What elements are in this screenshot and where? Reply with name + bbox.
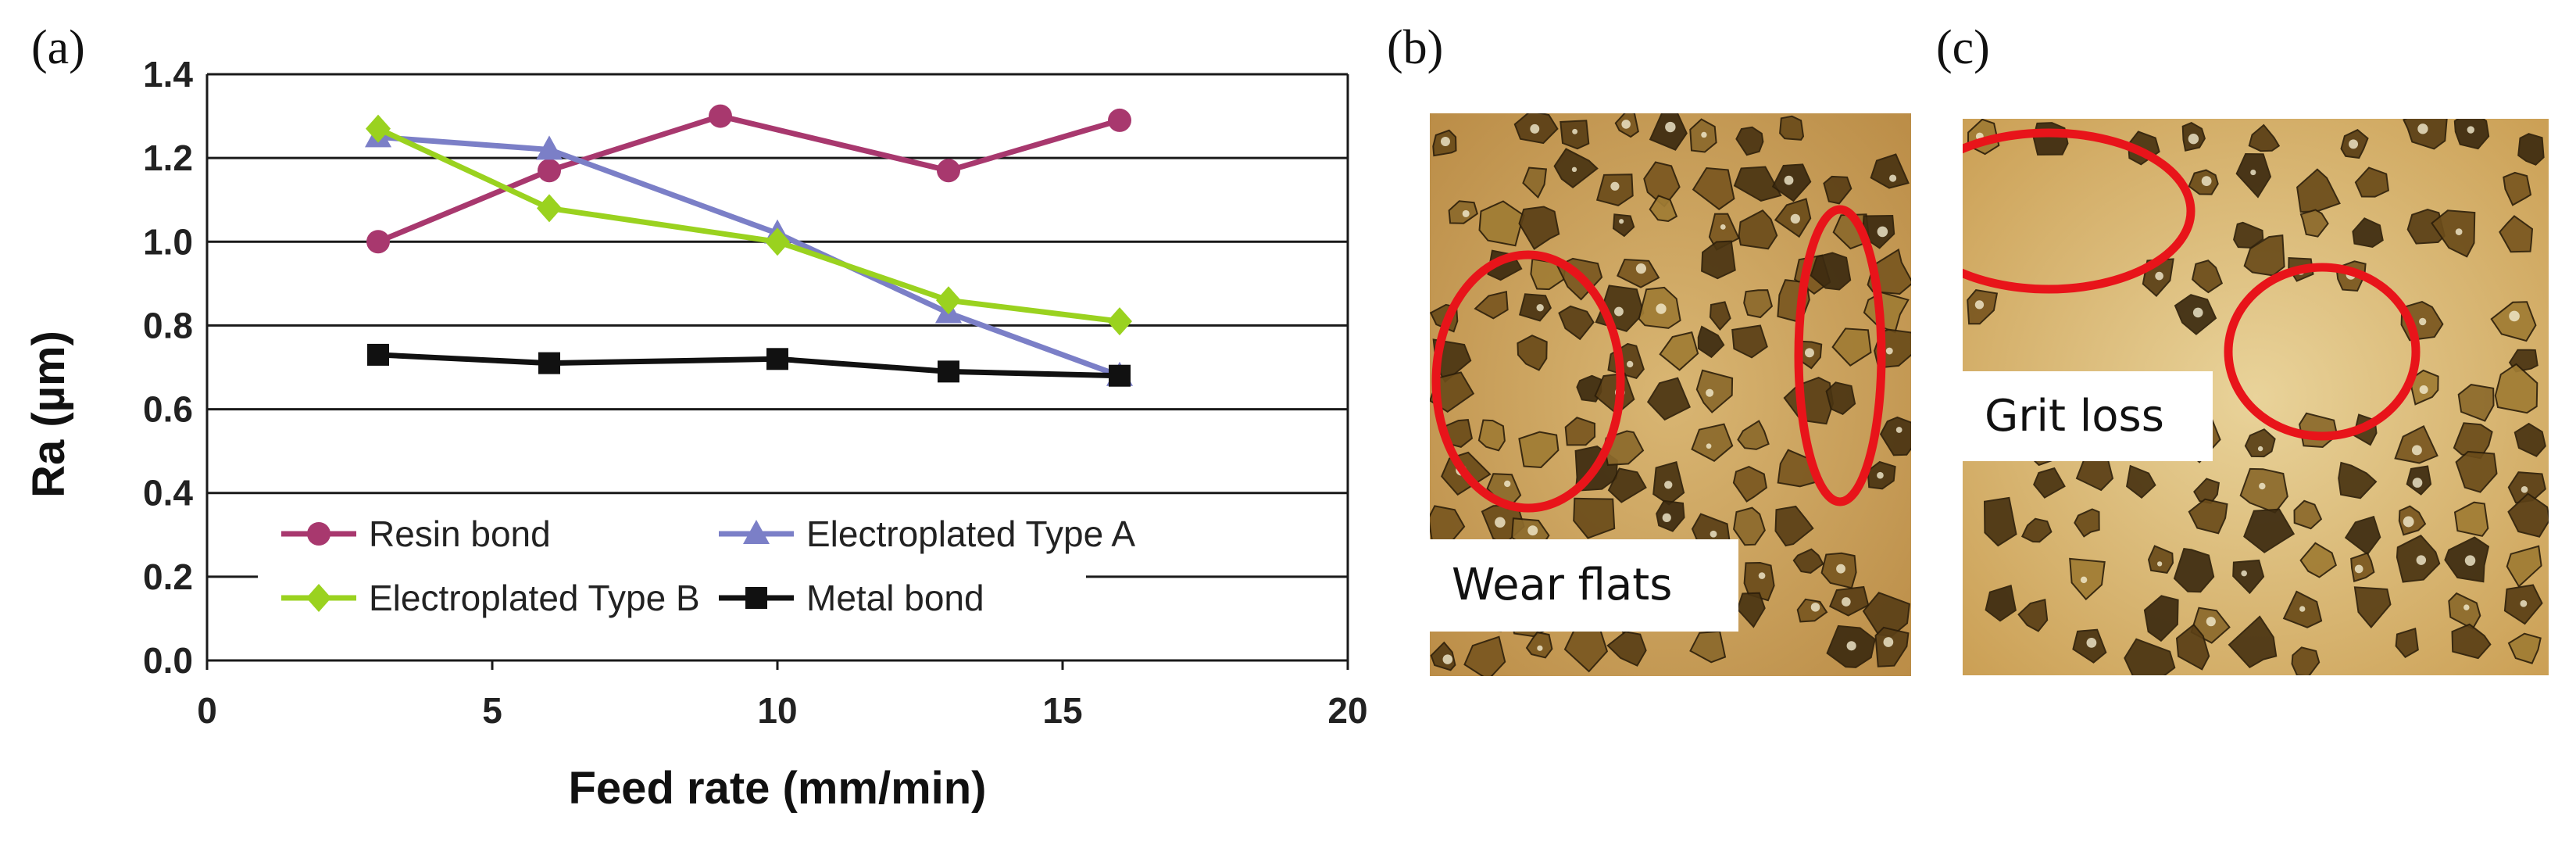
abrasive-grains (1967, 119, 2549, 675)
panel-label-c: (c) (1936, 21, 1990, 74)
data-point (1109, 364, 1131, 387)
caption-grit-loss: Grit loss (1961, 371, 2213, 461)
y-tick-label: 0.6 (143, 389, 193, 430)
series-0 (366, 104, 1131, 254)
data-point (936, 286, 961, 315)
x-tick-label: 0 (197, 690, 217, 731)
chart-series (365, 104, 1133, 387)
data-point (766, 348, 788, 370)
data-point (1107, 307, 1132, 336)
caption-wear-flats: Wear flats (1428, 539, 1738, 632)
data-point (937, 159, 960, 183)
wear-flat-highlight-left (1431, 250, 1625, 513)
chart-tick-labels: 0.0 0.2 0.4 0.6 0.8 1.0 1.2 1.4 0 5 10 15 20 (143, 54, 1368, 731)
x-tick-label: 20 (1327, 690, 1367, 731)
y-tick-label: 1.4 (143, 54, 193, 95)
data-point (538, 352, 560, 374)
legend-swatch-marker (307, 522, 330, 546)
panel-label-a: (a) (31, 21, 85, 74)
legend-swatch-marker (745, 587, 767, 609)
data-point (366, 230, 390, 254)
chart-frame (205, 74, 1349, 670)
x-axis-label: Feed rate (mm/min) (569, 763, 987, 814)
y-tick-label: 0.2 (143, 556, 193, 597)
grit-loss-highlight-top (1963, 128, 2195, 294)
panel-label-b: (b) (1387, 21, 1444, 74)
data-point (367, 343, 389, 366)
legend-box (258, 496, 1086, 633)
wear-flat-highlight-right (1794, 205, 1886, 506)
data-point (938, 360, 959, 383)
data-point (709, 104, 732, 128)
legend-label: Electroplated Type A (806, 514, 1135, 554)
x-tick-label: 10 (757, 690, 797, 731)
legend-entry: Electroplated Type A (719, 514, 1135, 554)
series-3 (367, 343, 1131, 387)
data-point (765, 227, 790, 256)
legend-label: Metal bond (806, 578, 984, 618)
data-point (366, 114, 391, 143)
series-line (377, 134, 1121, 379)
data-point (538, 159, 561, 183)
series-1 (365, 123, 1133, 386)
series-2 (366, 114, 1132, 336)
data-point (1108, 108, 1131, 132)
grit-loss-highlight-right (2224, 263, 2421, 441)
chart-legend: Resin bond Electroplated Type A Electropla… (281, 514, 1135, 618)
y-tick-label: 1.2 (143, 138, 193, 178)
legend-entry: Metal bond (719, 578, 984, 618)
y-tick-label: 0.8 (143, 305, 193, 345)
data-point (536, 135, 563, 160)
x-tick-label: 5 (482, 690, 502, 731)
y-tick-label: 0.0 (143, 640, 193, 681)
feed-rate-roughness-chart: 0.0 0.2 0.4 0.6 0.8 1.0 1.2 1.4 0 5 10 15 20 Resin b… (23, 54, 1368, 814)
y-tick-label: 1.0 (143, 221, 193, 262)
y-tick-label: 0.4 (143, 473, 193, 514)
x-tick-label: 15 (1042, 690, 1082, 731)
series-line (377, 352, 1120, 379)
legend-swatch-marker (306, 584, 331, 612)
legend-swatch-marker (743, 520, 770, 544)
y-axis-label: Ra (µm) (23, 331, 74, 498)
legend-entry: Resin bond (281, 514, 551, 554)
data-point (537, 194, 562, 223)
legend-label: Resin bond (369, 514, 551, 554)
legend-label: Electroplated Type B (369, 578, 700, 618)
legend-entry: Electroplated Type B (281, 578, 700, 618)
